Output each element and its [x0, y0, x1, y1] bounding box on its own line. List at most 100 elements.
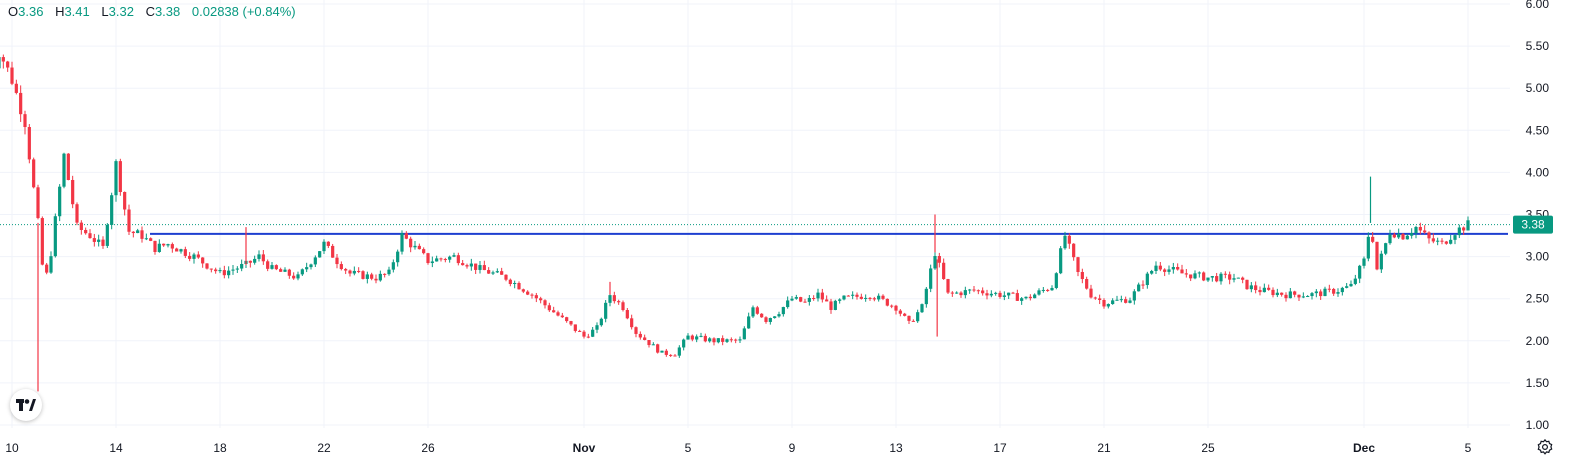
candle-body	[1345, 286, 1349, 288]
candle-body	[1041, 289, 1045, 291]
candle	[58, 184, 62, 222]
candle-body	[75, 204, 79, 223]
candle-body	[1228, 274, 1232, 280]
candle-body	[1306, 296, 1310, 298]
candle	[742, 326, 746, 340]
candle	[534, 292, 538, 303]
candle-body	[1210, 276, 1214, 278]
gear-icon[interactable]	[1535, 437, 1555, 457]
candle-body	[890, 305, 894, 307]
candle-body	[1440, 240, 1444, 242]
candle-body	[218, 270, 222, 272]
candle-body	[1397, 233, 1401, 238]
candle-body	[682, 339, 686, 348]
candle-body	[1258, 290, 1262, 293]
candle-body	[955, 292, 959, 294]
candle-body	[790, 298, 794, 301]
candle	[1197, 271, 1201, 278]
time-axis[interactable]: 10 14 18 22 26 Nov 5 9 13 17 21 25 Dec 5	[5, 441, 1471, 455]
candle-body	[166, 244, 170, 246]
candle-body	[409, 238, 413, 248]
candle	[266, 259, 270, 272]
candle	[660, 350, 664, 353]
candle-body	[521, 289, 525, 292]
candle-body	[565, 317, 569, 322]
candle-body	[478, 265, 482, 270]
candle	[734, 338, 738, 344]
candle	[1007, 292, 1011, 299]
candle-body	[799, 297, 803, 302]
candle	[62, 152, 66, 189]
candle-body	[127, 209, 131, 232]
x-tick-label: 25	[1201, 441, 1215, 455]
candle	[630, 314, 634, 330]
candle-body	[643, 337, 647, 341]
candle-body	[1462, 227, 1466, 231]
candle	[0, 57, 1, 69]
candle	[482, 260, 486, 271]
candle-body	[1063, 235, 1067, 249]
candle-body	[851, 294, 855, 296]
candle	[1, 54, 5, 69]
candle-body	[1202, 272, 1206, 281]
candle-body	[1007, 292, 1011, 296]
candle-body	[1232, 278, 1236, 280]
candle-body	[335, 257, 339, 265]
candle-body	[651, 344, 655, 346]
candle	[1462, 226, 1466, 235]
candle	[591, 326, 595, 338]
candle-body	[1449, 239, 1453, 244]
candle-body	[495, 271, 499, 273]
candle-body	[699, 335, 703, 337]
candle-body	[1436, 240, 1440, 242]
candle	[794, 294, 798, 300]
candle-body	[300, 269, 304, 275]
candle-body	[1024, 296, 1028, 299]
candle-body	[1085, 279, 1089, 289]
candle	[833, 299, 837, 311]
candle	[1405, 234, 1409, 240]
candle	[1444, 240, 1448, 245]
candle-body	[725, 339, 729, 342]
candle-body	[855, 294, 859, 297]
price-axis[interactable]: 6.005.505.004.504.003.503.002.502.001.50…	[1526, 0, 1550, 432]
candle-body	[183, 249, 187, 256]
candle	[1206, 277, 1210, 283]
x-tick-label: 26	[421, 441, 435, 455]
candle	[188, 252, 192, 262]
candle	[1115, 295, 1119, 301]
candle	[950, 291, 954, 297]
candle-body	[712, 338, 716, 343]
tradingview-logo-icon[interactable]	[10, 389, 42, 421]
candle-body	[976, 290, 980, 292]
candle	[71, 175, 75, 209]
candle	[1366, 232, 1370, 262]
candle-body	[1405, 235, 1409, 240]
candle	[1111, 298, 1115, 305]
candle	[491, 270, 495, 276]
x-tick-label: 22	[317, 441, 331, 455]
last-price-label: 3.38	[1513, 215, 1553, 234]
candle-body	[1466, 220, 1470, 231]
candle	[807, 295, 811, 306]
candle-body	[933, 256, 937, 269]
candle-body	[708, 338, 712, 342]
candle-body	[1206, 277, 1210, 281]
candle-body	[911, 320, 915, 322]
candle-body	[764, 317, 768, 322]
candle-body	[569, 321, 573, 325]
candle-body	[898, 310, 902, 314]
candle-body	[998, 292, 1002, 297]
candle	[1020, 296, 1024, 305]
candle-body	[361, 271, 365, 279]
candle-body	[781, 307, 785, 315]
candle	[526, 290, 530, 296]
candle	[552, 306, 556, 313]
candle-body	[1028, 296, 1032, 299]
candle	[933, 252, 937, 270]
candle	[937, 252, 941, 268]
candle	[387, 266, 391, 276]
candle	[647, 339, 651, 348]
candle-body	[417, 245, 421, 250]
